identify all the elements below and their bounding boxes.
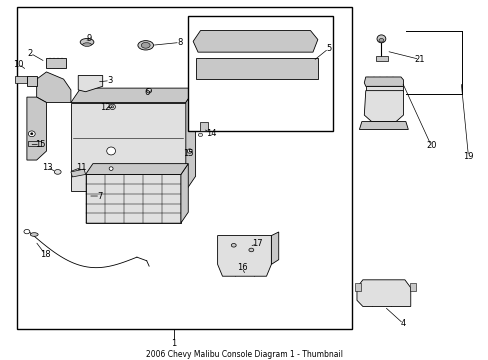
Ellipse shape [80, 39, 94, 46]
Ellipse shape [231, 243, 236, 247]
Ellipse shape [187, 149, 192, 153]
Polygon shape [71, 169, 85, 177]
Polygon shape [85, 164, 188, 175]
Polygon shape [365, 86, 403, 91]
Text: 9: 9 [86, 34, 91, 43]
Text: 15: 15 [35, 140, 45, 149]
Polygon shape [271, 232, 278, 264]
Ellipse shape [376, 35, 385, 43]
Polygon shape [78, 76, 102, 92]
Text: 8: 8 [177, 38, 182, 47]
Ellipse shape [106, 147, 115, 155]
Ellipse shape [30, 133, 33, 135]
Text: 19: 19 [462, 152, 473, 161]
Text: 17: 17 [252, 239, 263, 248]
Polygon shape [46, 58, 66, 68]
Text: 2006 Chevy Malibu Console Diagram 1 - Thumbnail: 2006 Chevy Malibu Console Diagram 1 - Th… [146, 350, 342, 359]
Bar [85, 175, 181, 223]
Polygon shape [185, 88, 195, 190]
Polygon shape [27, 97, 46, 160]
Text: 10: 10 [13, 59, 24, 68]
Polygon shape [27, 76, 37, 86]
Text: 15: 15 [183, 149, 193, 158]
Text: 5: 5 [325, 44, 330, 53]
Polygon shape [195, 58, 317, 79]
Bar [15, 76, 27, 83]
Text: 21: 21 [413, 55, 424, 64]
Text: 6: 6 [144, 88, 149, 97]
Text: 13: 13 [42, 163, 53, 172]
Ellipse shape [54, 170, 61, 174]
Ellipse shape [248, 248, 253, 252]
Text: 12: 12 [100, 103, 110, 112]
Text: 4: 4 [400, 319, 405, 328]
Text: 14: 14 [205, 129, 216, 138]
Text: 20: 20 [425, 141, 436, 150]
Text: 2: 2 [28, 49, 33, 58]
Polygon shape [71, 88, 195, 103]
Ellipse shape [82, 43, 91, 46]
Polygon shape [364, 77, 403, 86]
Text: 1: 1 [171, 339, 176, 348]
Text: 7: 7 [98, 192, 102, 201]
Ellipse shape [111, 106, 113, 108]
Ellipse shape [28, 131, 35, 137]
Bar [354, 283, 360, 291]
Polygon shape [356, 280, 410, 306]
Polygon shape [193, 31, 317, 52]
Bar [71, 103, 185, 190]
Polygon shape [375, 56, 387, 61]
Ellipse shape [109, 167, 113, 170]
Bar [28, 141, 41, 146]
Bar [17, 7, 351, 329]
Polygon shape [181, 164, 188, 223]
Ellipse shape [146, 88, 151, 93]
Text: 11: 11 [76, 163, 87, 172]
Text: 16: 16 [236, 264, 247, 273]
Polygon shape [37, 72, 71, 103]
Ellipse shape [141, 42, 150, 48]
Polygon shape [217, 235, 271, 276]
Ellipse shape [24, 229, 30, 234]
Bar [200, 122, 208, 131]
Ellipse shape [378, 39, 383, 42]
Polygon shape [359, 122, 407, 130]
Ellipse shape [30, 233, 38, 236]
Text: 18: 18 [40, 250, 51, 259]
Polygon shape [364, 91, 403, 122]
Bar [188, 16, 332, 131]
Ellipse shape [138, 41, 153, 50]
Ellipse shape [198, 133, 202, 136]
Bar [409, 283, 415, 291]
Ellipse shape [109, 104, 115, 109]
Text: 3: 3 [107, 76, 112, 85]
